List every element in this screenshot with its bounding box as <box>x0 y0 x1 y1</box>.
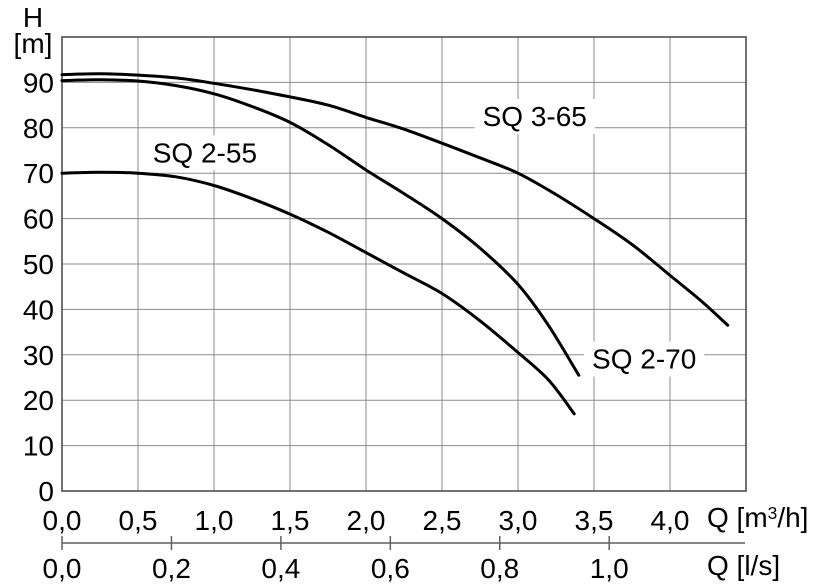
x-tick-label-m3h: 3,0 <box>499 505 538 536</box>
y-tick-label: 60 <box>23 204 54 235</box>
y-tick-label: 30 <box>23 340 54 371</box>
y-tick-label: 10 <box>23 431 54 462</box>
x-tick-label-m3h: 2,0 <box>347 505 386 536</box>
curve-sq-2-70 <box>60 78 581 377</box>
x-tick-label-m3h: 2,5 <box>423 505 462 536</box>
curve-label-sq-3-65: SQ 3-65 <box>483 101 587 132</box>
x-tick-label-m3h: 0,5 <box>119 505 158 536</box>
x-tick-label-ls: 0,4 <box>261 553 300 584</box>
curve-sq-2-55 <box>60 170 576 416</box>
curve-label-sq-2-55: SQ 2-55 <box>153 137 257 168</box>
y-axis-title-symbol: H <box>22 2 44 33</box>
x-axis-unit-primary-sup: 3 <box>767 502 778 523</box>
curve-label-background <box>584 341 705 377</box>
x-tick-label-ls: 0,2 <box>152 553 191 584</box>
plot-frame <box>61 36 747 492</box>
x-tick-label-ls: 0,0 <box>43 553 82 584</box>
x-axis-unit-primary-pre: Q [m <box>707 502 768 533</box>
y-tick-label: 0 <box>38 476 54 507</box>
x-tick-label-m3h: 1,5 <box>271 505 310 536</box>
y-tick-label: 70 <box>23 158 54 189</box>
x-axis-unit-primary-post: /h] <box>777 502 809 533</box>
x-tick-label-m3h: 1,0 <box>195 505 234 536</box>
y-axis-title-unit: [m] <box>13 28 53 59</box>
x-tick-label-ls: 0,8 <box>480 553 519 584</box>
x-tick-label-m3h: 0,0 <box>43 505 82 536</box>
curve-sq-3-65 <box>60 72 730 327</box>
y-tick-label: 40 <box>23 294 54 325</box>
x-tick-label-ls: 1,0 <box>590 553 629 584</box>
x-axis-unit-primary: Q [m3/h] <box>707 502 809 535</box>
x-tick-label-ls: 0,6 <box>371 553 410 584</box>
curve-label-sq-2-70: SQ 2-70 <box>592 343 696 374</box>
curve-label-background <box>474 98 595 134</box>
y-tick-label: 20 <box>23 385 54 416</box>
x-tick-label-m3h: 3,5 <box>575 505 614 536</box>
y-tick-label: 50 <box>23 249 54 280</box>
y-tick-label: 80 <box>23 113 54 144</box>
x-axis-unit-secondary: Q [l/s] <box>707 550 781 581</box>
x-tick-label-m3h: 4,0 <box>651 505 690 536</box>
y-tick-label: 90 <box>23 67 54 98</box>
curve-label-background <box>144 135 266 171</box>
y-axis-title: H [m] <box>8 2 58 59</box>
